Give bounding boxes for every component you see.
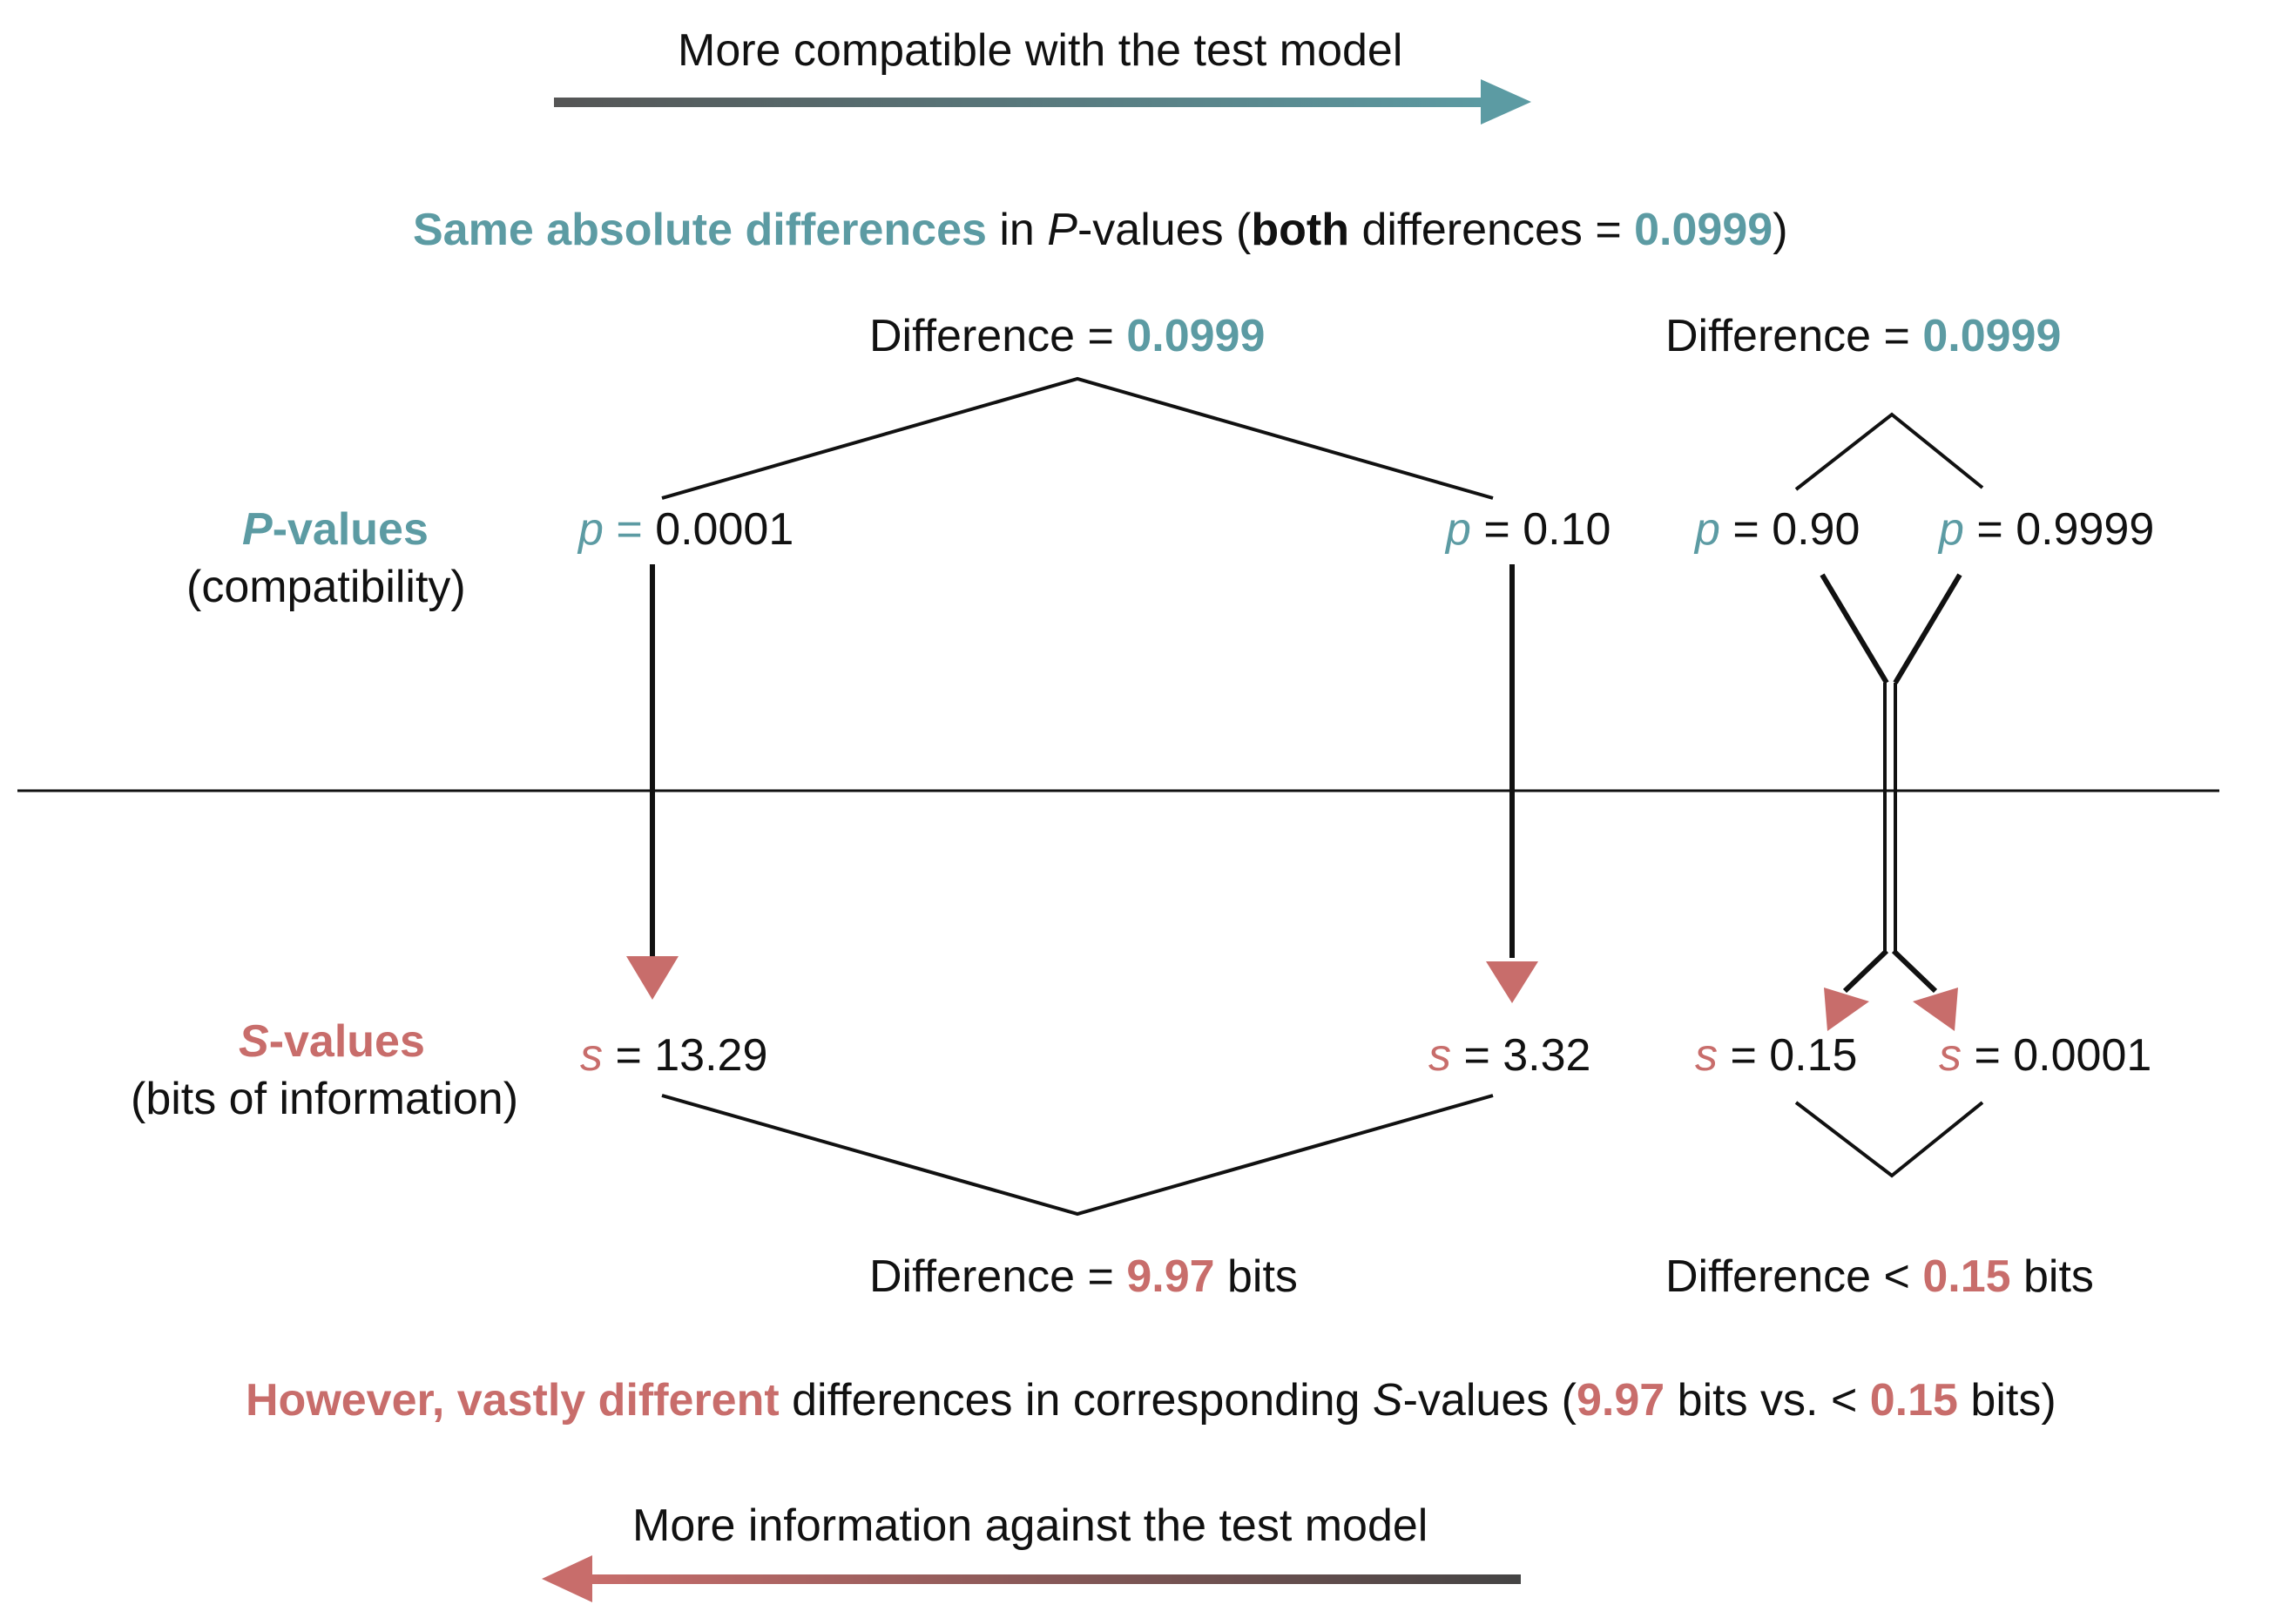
p-value-3: p = 0.90 [1695, 507, 1860, 552]
headline-s-text: bits) [1957, 1375, 2056, 1426]
s-difference-label-left: Difference = 9.97 bits [869, 1254, 1298, 1299]
s-values-headline: However, vastly different differences in… [246, 1378, 2056, 1423]
s-value-number: 0.0001 [2013, 1030, 2152, 1081]
p-values-row-sublabel: (compatibility) [186, 562, 466, 612]
s-difference-bracket-left [661, 1094, 1494, 1217]
row-label-text: -values [268, 1016, 425, 1067]
headline-s-text: bits vs. < [1665, 1375, 1870, 1426]
s-value-number: 13.29 [654, 1030, 768, 1081]
difference-value: 9.97 [1126, 1251, 1215, 1302]
s-values-row-label: S-values [239, 1019, 425, 1064]
headline-p-text: in [986, 205, 1048, 255]
row-label-symbol: S [239, 1016, 269, 1067]
transform-arrow-1 [626, 564, 679, 1000]
equals-sign: = [1451, 1030, 1503, 1081]
difference-value: 0.0999 [1922, 311, 2062, 361]
equals-sign: = [1719, 504, 1773, 555]
headline-s-emphasis: However, vastly different [246, 1375, 780, 1426]
p-symbol: p [1695, 504, 1720, 555]
s-value-2: s = 3.32 [1428, 1033, 1590, 1078]
s-symbol: s [580, 1030, 603, 1081]
headline-s-value: 9.97 [1577, 1375, 1665, 1426]
equals-sign: = [603, 1030, 655, 1081]
headline-p-value: 0.0999 [1634, 205, 1773, 255]
s-value-number: 3.32 [1503, 1030, 1591, 1081]
difference-value: 0.0999 [1126, 311, 1266, 361]
s-values-row-sublabel: (bits of information) [131, 1074, 519, 1124]
headline-p-symbol: P [1047, 205, 1077, 255]
difference-prefix: Difference = [869, 311, 1127, 361]
p-value-number: 0.9999 [2016, 504, 2155, 555]
equals-sign: = [1718, 1030, 1770, 1081]
headline-p-text: differences = [1349, 205, 1635, 255]
transform-arrow-pair [1820, 573, 1962, 1031]
row-label-symbol: P [242, 504, 273, 555]
p-value-number: 0.90 [1772, 504, 1860, 555]
headline-p-emphasis: Same absolute differences [413, 205, 987, 255]
headline-s-symbol: S [1372, 1375, 1403, 1426]
compatibility-direction-arrow [554, 79, 1531, 125]
p-value-4: p = 0.9999 [1939, 507, 2154, 552]
p-difference-label-left: Difference = 0.0999 [869, 313, 1265, 359]
headline-s-value: 0.15 [1869, 1375, 1958, 1426]
p-difference-label-right: Difference = 0.0999 [1665, 313, 2061, 359]
difference-value: 0.15 [1922, 1251, 2011, 1302]
headline-p-text: ) [1773, 205, 1788, 255]
equals-sign: = [1963, 504, 2016, 555]
difference-prefix: Difference = [869, 1251, 1127, 1302]
s-symbol: s [1939, 1030, 1962, 1081]
information-direction-arrow [542, 1555, 1521, 1602]
difference-unit: bits [2010, 1251, 2094, 1302]
p-values-row-label: P-values [242, 507, 429, 552]
row-label-text: -values [272, 504, 429, 555]
headline-p-text: -values ( [1077, 205, 1252, 255]
s-value-number: 0.15 [1769, 1030, 1858, 1081]
s-value-4: s = 0.0001 [1939, 1033, 2151, 1078]
p-symbol: p [1446, 504, 1471, 555]
p-value-number: 0.0001 [655, 504, 794, 555]
headline-s-text: differences in corresponding [779, 1375, 1373, 1426]
p-values-headline: Same absolute differences in P-values (b… [413, 207, 1788, 253]
difference-prefix: Difference < [1665, 1251, 1923, 1302]
difference-prefix: Difference = [1665, 311, 1923, 361]
p-value-2: p = 0.10 [1446, 507, 1611, 552]
s-symbol: s [1428, 1030, 1451, 1081]
equals-sign: = [1962, 1030, 2014, 1081]
p-symbol: p [1939, 504, 1964, 555]
p-value-1: p = 0.0001 [578, 507, 793, 552]
s-difference-bracket-right [1794, 1101, 1984, 1178]
difference-unit: bits [1214, 1251, 1298, 1302]
equals-sign: = [1470, 504, 1523, 555]
s-difference-label-right: Difference < 0.15 bits [1665, 1254, 2094, 1299]
p-value-number: 0.10 [1523, 504, 1611, 555]
bottom-arrow-label: More information against the test model [632, 1500, 1428, 1551]
top-arrow-label: More compatible with the test model [678, 25, 1403, 76]
s-value-3: s = 0.15 [1695, 1033, 1857, 1078]
transform-arrow-2 [1486, 564, 1538, 1003]
p-difference-bracket-right [1794, 412, 1984, 491]
equals-sign: = [603, 504, 656, 555]
p-difference-bracket-left [661, 376, 1494, 500]
headline-p-bold: both [1251, 205, 1349, 255]
p-symbol: p [578, 504, 604, 555]
headline-s-text: -values ( [1402, 1375, 1577, 1426]
s-symbol: s [1695, 1030, 1718, 1081]
s-value-1: s = 13.29 [580, 1033, 767, 1078]
